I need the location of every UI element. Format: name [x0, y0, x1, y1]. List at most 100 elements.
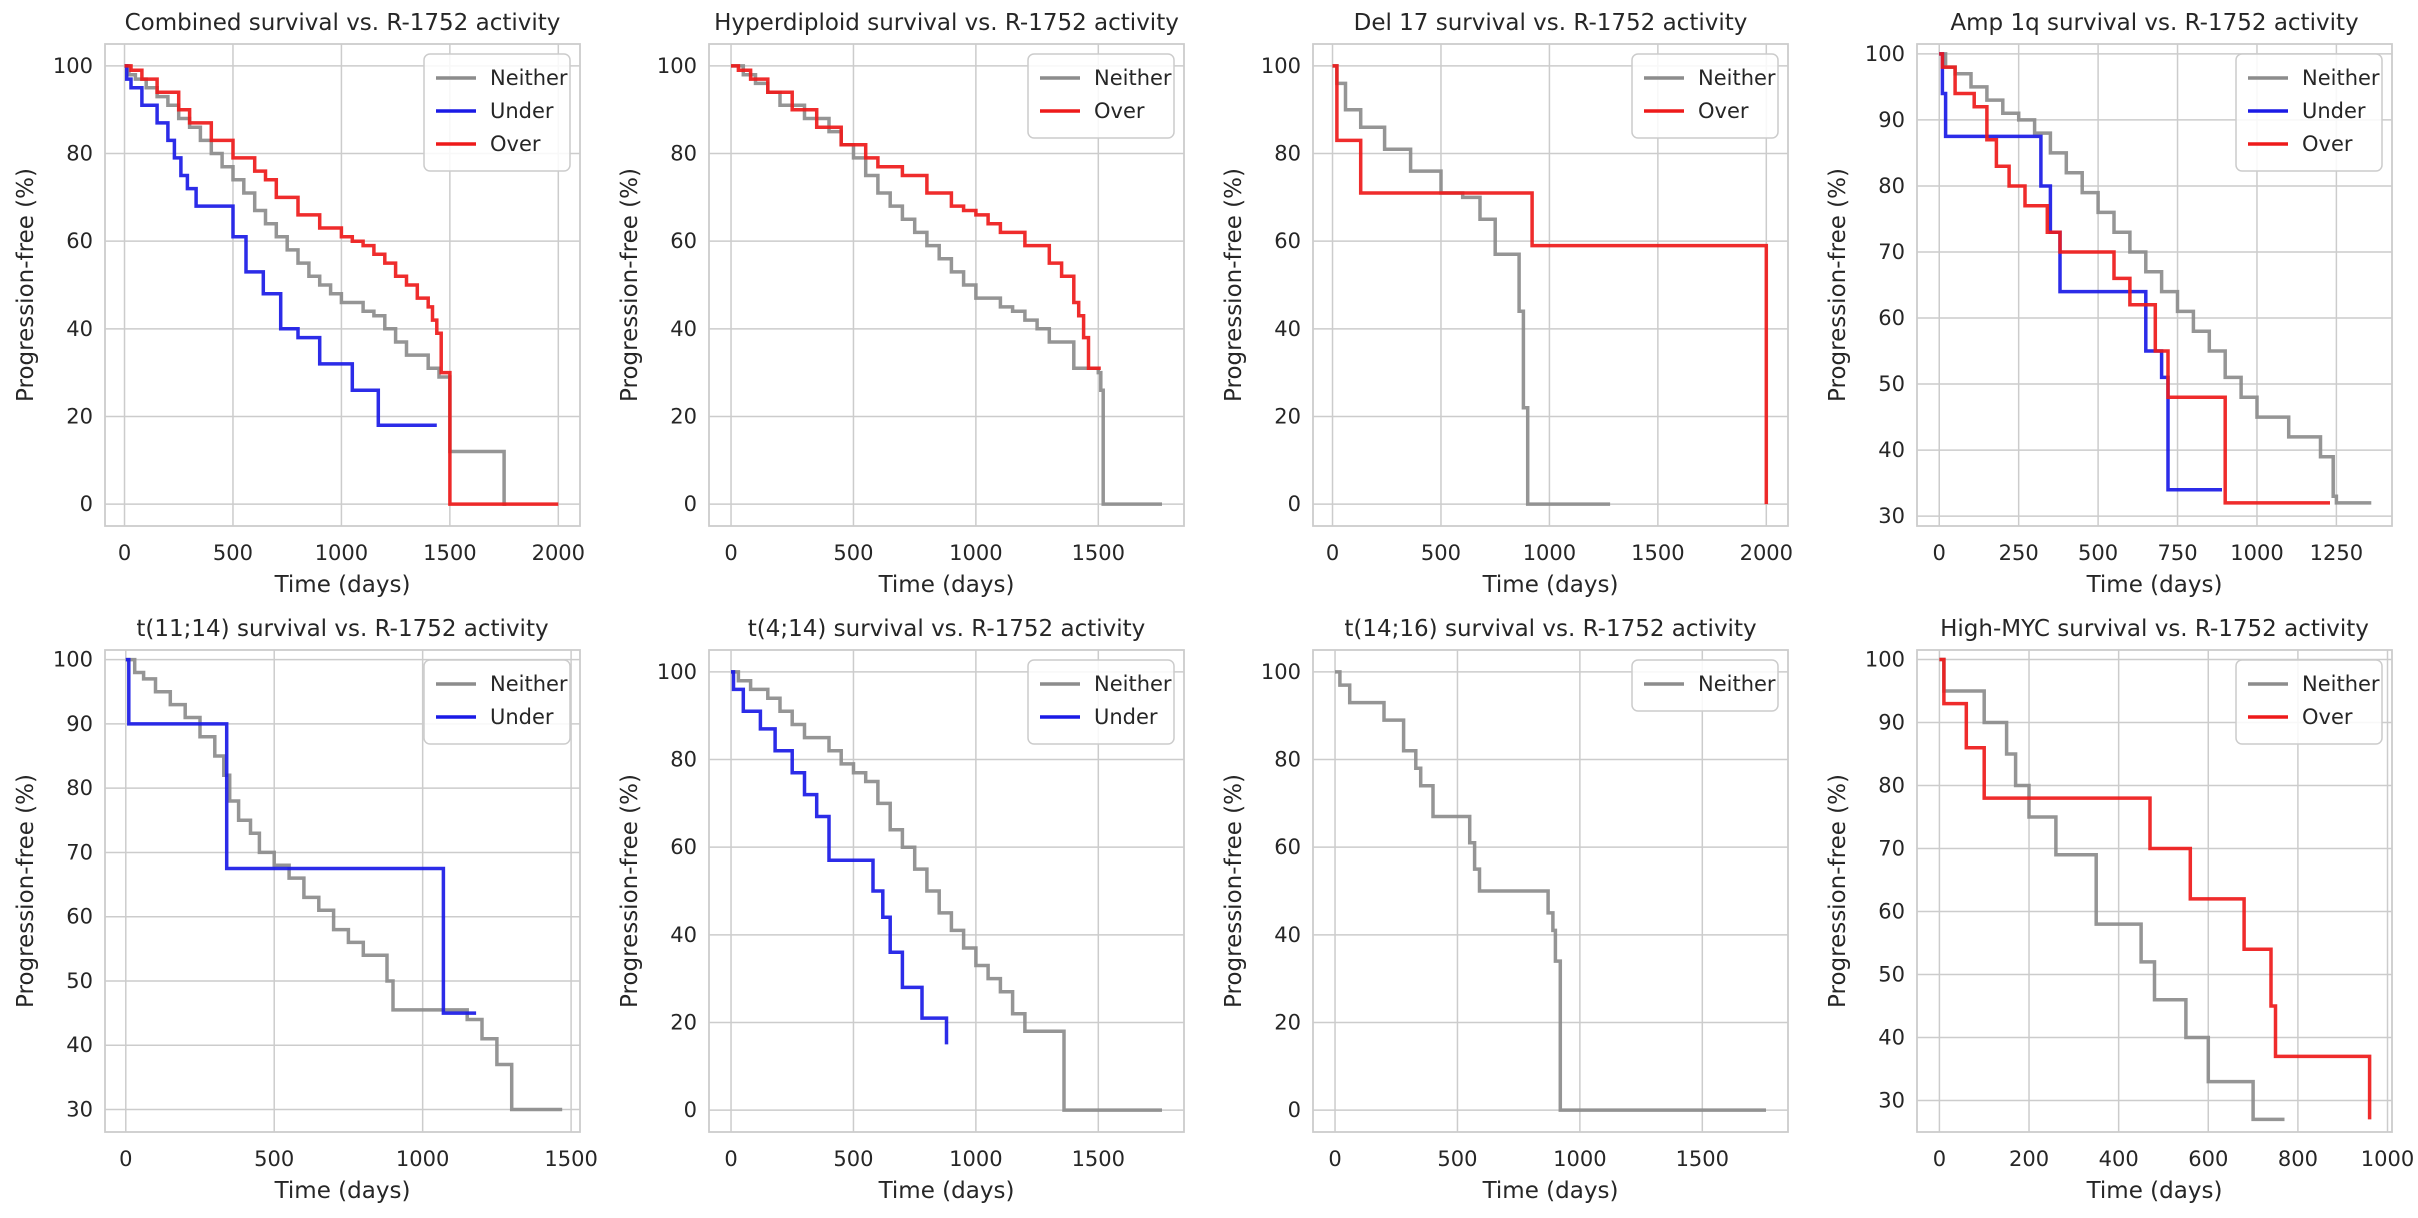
legend-label: Neither — [2302, 672, 2380, 696]
y-tick-label: 0 — [1288, 492, 1301, 516]
plot-frame — [1916, 649, 2393, 1133]
legend-box — [1027, 659, 1175, 745]
legend-label: Over — [2302, 132, 2353, 156]
y-tick-label: 60 — [1878, 306, 1905, 330]
x-tick-label: 0 — [118, 541, 131, 565]
x-tick-label: 1000 — [1553, 1147, 1606, 1171]
chart-panel-8: 0 200 400 600 800 1000 30 40 50 60 70 80 90 100 High-M… — [1825, 616, 2414, 1204]
x-tick-label: 600 — [2188, 1147, 2228, 1171]
series-line-neither — [731, 670, 1162, 1112]
legend-box — [1631, 659, 1779, 712]
series-line-under — [731, 670, 949, 1045]
y-tick-label: 60 — [66, 905, 93, 929]
y-axis-label: Progression-free (%) — [13, 168, 39, 402]
series-line-under — [125, 657, 477, 1015]
y-tick-label: 80 — [1878, 773, 1905, 797]
series-line-neither — [1332, 64, 1611, 506]
y-tick-label: 40 — [1878, 438, 1905, 462]
x-tick-label: 1250 — [2310, 541, 2363, 565]
legend-label: Over — [1698, 99, 1749, 123]
legend-label: Under — [490, 705, 554, 729]
x-tick-label: 1500 — [423, 541, 476, 565]
y-tick-label: 30 — [66, 1098, 93, 1122]
y-tick-label: 100 — [657, 660, 697, 684]
y-tick-label: 80 — [66, 776, 93, 800]
y-tick-label: 40 — [670, 923, 697, 947]
series-line-over — [1332, 64, 1769, 505]
x-tick-label: 2000 — [1740, 541, 1793, 565]
legend-label: Under — [2302, 99, 2366, 123]
x-tick-label: 2000 — [532, 541, 585, 565]
x-tick-label: 1500 — [1676, 1147, 1729, 1171]
y-tick-label: 0 — [80, 492, 93, 516]
y-tick-label: 60 — [66, 229, 93, 253]
y-tick-label: 60 — [1274, 229, 1301, 253]
y-axis-label: Progression-free (%) — [1825, 774, 1851, 1008]
chart-title: t(14;16) survival vs. R-1752 activity — [1344, 616, 1756, 642]
legend-label: Neither — [1094, 66, 1172, 90]
chart-title: Combined survival vs. R-1752 activity — [125, 10, 561, 36]
y-axis-label: Progression-free (%) — [617, 774, 643, 1008]
legend-box — [423, 53, 571, 172]
series-line-over — [1939, 52, 2330, 505]
x-tick-label: 0 — [119, 1147, 132, 1171]
legend-label: Neither — [490, 66, 568, 90]
legend-label: Under — [490, 99, 554, 123]
series-line-under — [124, 64, 437, 427]
x-tick-label: 0 — [724, 541, 737, 565]
y-tick-label: 80 — [66, 142, 93, 166]
y-tick-label: 20 — [1274, 404, 1301, 428]
plot-frame — [1312, 649, 1789, 1133]
series-line-neither — [1939, 52, 2372, 505]
legend-box — [1027, 53, 1175, 139]
plot-frame — [708, 43, 1185, 527]
x-axis-label: Time (days) — [2086, 1178, 2223, 1204]
x-tick-label: 0 — [1933, 1147, 1946, 1171]
chart-panel-7: 0 500 1000 1500 0 20 40 60 80 100 t(14;16) surviva… — [1221, 616, 1789, 1204]
y-tick-label: 0 — [684, 492, 697, 516]
y-tick-label: 0 — [684, 1098, 697, 1122]
y-tick-label: 70 — [1878, 836, 1905, 860]
y-tick-label: 100 — [53, 54, 93, 78]
x-tick-label: 500 — [833, 1147, 873, 1171]
x-tick-label: 0 — [724, 1147, 737, 1171]
series-line-neither — [1939, 657, 2285, 1122]
chart-title: Amp 1q survival vs. R-1752 activity — [1950, 10, 2358, 36]
x-tick-label: 0 — [1326, 541, 1339, 565]
x-tick-label: 1000 — [949, 541, 1002, 565]
x-tick-label: 1000 — [2230, 541, 2283, 565]
y-tick-label: 60 — [670, 835, 697, 859]
legend: Neither Over — [1631, 53, 1779, 139]
x-tick-label: 1000 — [396, 1147, 449, 1171]
x-tick-label: 0 — [1328, 1147, 1341, 1171]
plot-frame — [104, 43, 581, 527]
x-tick-label: 500 — [254, 1147, 294, 1171]
chart-panel-4: 0 250 500 750 1000 1250 30 40 50 60 70 80 90 100 Amp 1… — [1825, 10, 2393, 598]
y-tick-label: 40 — [66, 317, 93, 341]
y-tick-label: 80 — [1878, 174, 1905, 198]
y-tick-label: 100 — [53, 648, 93, 672]
y-axis-label: Progression-free (%) — [13, 774, 39, 1008]
legend: Neither Under Over — [423, 53, 571, 172]
plot-frame — [104, 649, 581, 1133]
y-tick-label: 90 — [1878, 108, 1905, 132]
y-tick-label: 60 — [1878, 899, 1905, 923]
y-tick-label: 40 — [1878, 1025, 1905, 1049]
y-tick-label: 40 — [1274, 923, 1301, 947]
y-tick-label: 20 — [66, 404, 93, 428]
legend-label: Under — [1094, 705, 1158, 729]
x-axis-label: Time (days) — [878, 1178, 1015, 1204]
x-axis-label: Time (days) — [1482, 572, 1619, 598]
x-tick-label: 1500 — [1072, 541, 1125, 565]
x-tick-label: 400 — [2099, 1147, 2139, 1171]
y-tick-label: 30 — [1878, 1088, 1905, 1112]
y-tick-label: 30 — [1878, 504, 1905, 528]
y-tick-label: 70 — [1878, 240, 1905, 264]
legend-label: Neither — [2302, 66, 2380, 90]
y-tick-label: 100 — [1261, 54, 1301, 78]
x-tick-label: 0 — [1933, 541, 1946, 565]
x-tick-label: 500 — [2078, 541, 2118, 565]
plot-frame — [708, 649, 1185, 1133]
y-tick-label: 100 — [1261, 660, 1301, 684]
